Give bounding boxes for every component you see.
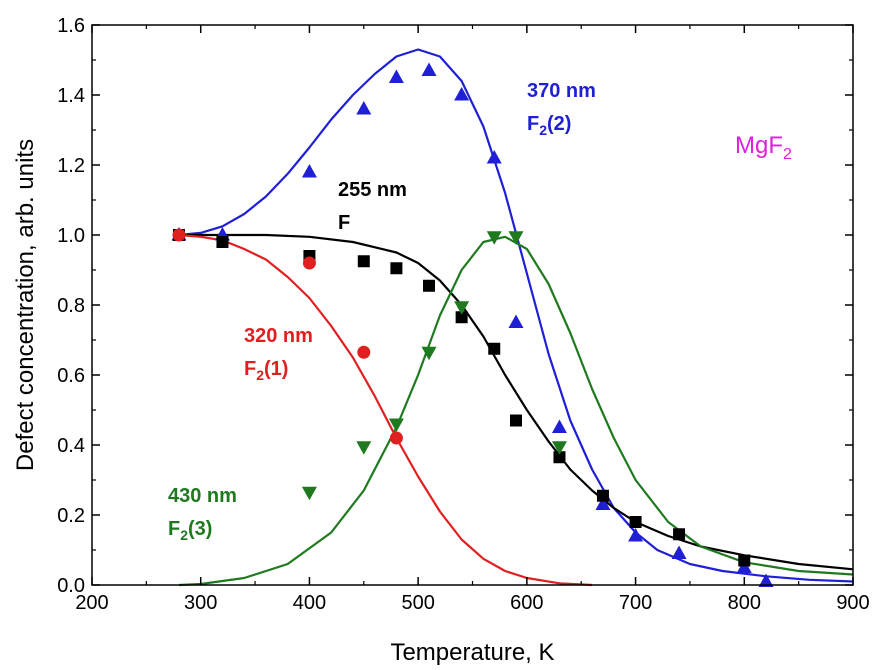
data-point-F2_3 [301, 486, 317, 501]
y-tick-label: 1.4 [57, 85, 85, 107]
data-point-F [357, 255, 370, 268]
x-tick-label: 800 [728, 592, 761, 614]
data-point-F2_1 [302, 256, 316, 270]
data-point-F [390, 262, 403, 275]
x-tick-label: 700 [619, 592, 652, 614]
data-point-F2_2 [671, 545, 687, 559]
x-tick-label: 900 [836, 592, 869, 614]
y-tick-label: 0.6 [57, 365, 85, 387]
data-point-F2_3 [508, 231, 524, 245]
y-tick-label: 1.2 [57, 155, 85, 177]
data-point-F2_2 [551, 419, 567, 433]
y-tick-label: 1.0 [57, 225, 85, 247]
data-point-F2_2 [486, 150, 502, 164]
data-point-F [216, 236, 229, 248]
x-tick-label: 200 [75, 592, 108, 614]
data-point-F [509, 414, 522, 427]
fit-curve-F2_3 [178, 235, 854, 587]
y-tick-label: 0.4 [57, 435, 85, 457]
x-tick-label: 400 [293, 592, 326, 614]
data-point-F2_2 [388, 69, 404, 83]
x-tick-label: 500 [401, 592, 434, 614]
data-point-F2_3 [454, 301, 470, 315]
data-point-F2_1 [172, 228, 186, 242]
y-axis-title: Defect concentration, arb. units [12, 139, 39, 471]
data-point-F2_2 [454, 87, 470, 101]
material-label: MgF2 [735, 132, 792, 163]
y-tick-label: 0.0 [57, 575, 85, 597]
series-label-F2_1: 320 nm [244, 325, 313, 347]
data-point-F [423, 279, 436, 292]
data-point-F [455, 311, 468, 324]
axes: 200 300 400 500 600 700 800 900 0.0 0.2 0.4 0.6 0.8 1… [57, 15, 870, 614]
fit-curve-F [179, 233, 854, 571]
x-tick-label: 300 [184, 592, 217, 614]
data-point-F2_2 [595, 496, 611, 510]
x-tick-label: 600 [510, 592, 543, 614]
data-point-F2_3 [421, 346, 437, 361]
fit-curve-F2_1 [178, 233, 593, 587]
data-point-F2_2 [508, 314, 524, 328]
data-point-F [629, 516, 642, 528]
series-label-F2_2: 370 nm [527, 80, 596, 102]
series-label-F2_2: F2(2) [527, 113, 571, 138]
data-point-F2_2 [356, 101, 372, 115]
data-point-F2_3 [551, 441, 567, 455]
data-point-F2_2 [758, 573, 774, 587]
data-point-F2_2 [301, 164, 317, 178]
data-point-F2_1 [389, 431, 403, 445]
data-point-F2_2 [421, 62, 437, 76]
series-label-F: F [338, 212, 350, 234]
series-label-F2_3: 430 nm [168, 485, 237, 507]
data-point-F [596, 489, 609, 502]
y-tick-label: 0.2 [57, 505, 85, 527]
series-label-F2_1: F2(1) [244, 358, 288, 383]
data-point-F2_1 [357, 345, 371, 359]
series-label-F2_3: F2(3) [168, 518, 212, 543]
data-point-F [488, 342, 501, 355]
x-axis-title: Temperature, K [390, 639, 554, 666]
data-point-F [738, 554, 751, 567]
data-point-F2_3 [356, 441, 372, 455]
y-tick-label: 0.8 [57, 295, 85, 317]
data-point-F2_3 [388, 418, 404, 432]
data-point-F [673, 528, 686, 541]
data-point-F [553, 451, 566, 464]
annotations: 370 nm F2(2) 255 nm F 320 nm F2(1) 430 nm F2(3)… [168, 80, 792, 543]
data-point-F2_2 [628, 528, 644, 542]
series-label-F: 255 nm [338, 179, 407, 201]
data-markers [171, 62, 774, 587]
y-tick-label: 1.6 [57, 15, 85, 37]
data-point-F2_3 [486, 231, 502, 245]
